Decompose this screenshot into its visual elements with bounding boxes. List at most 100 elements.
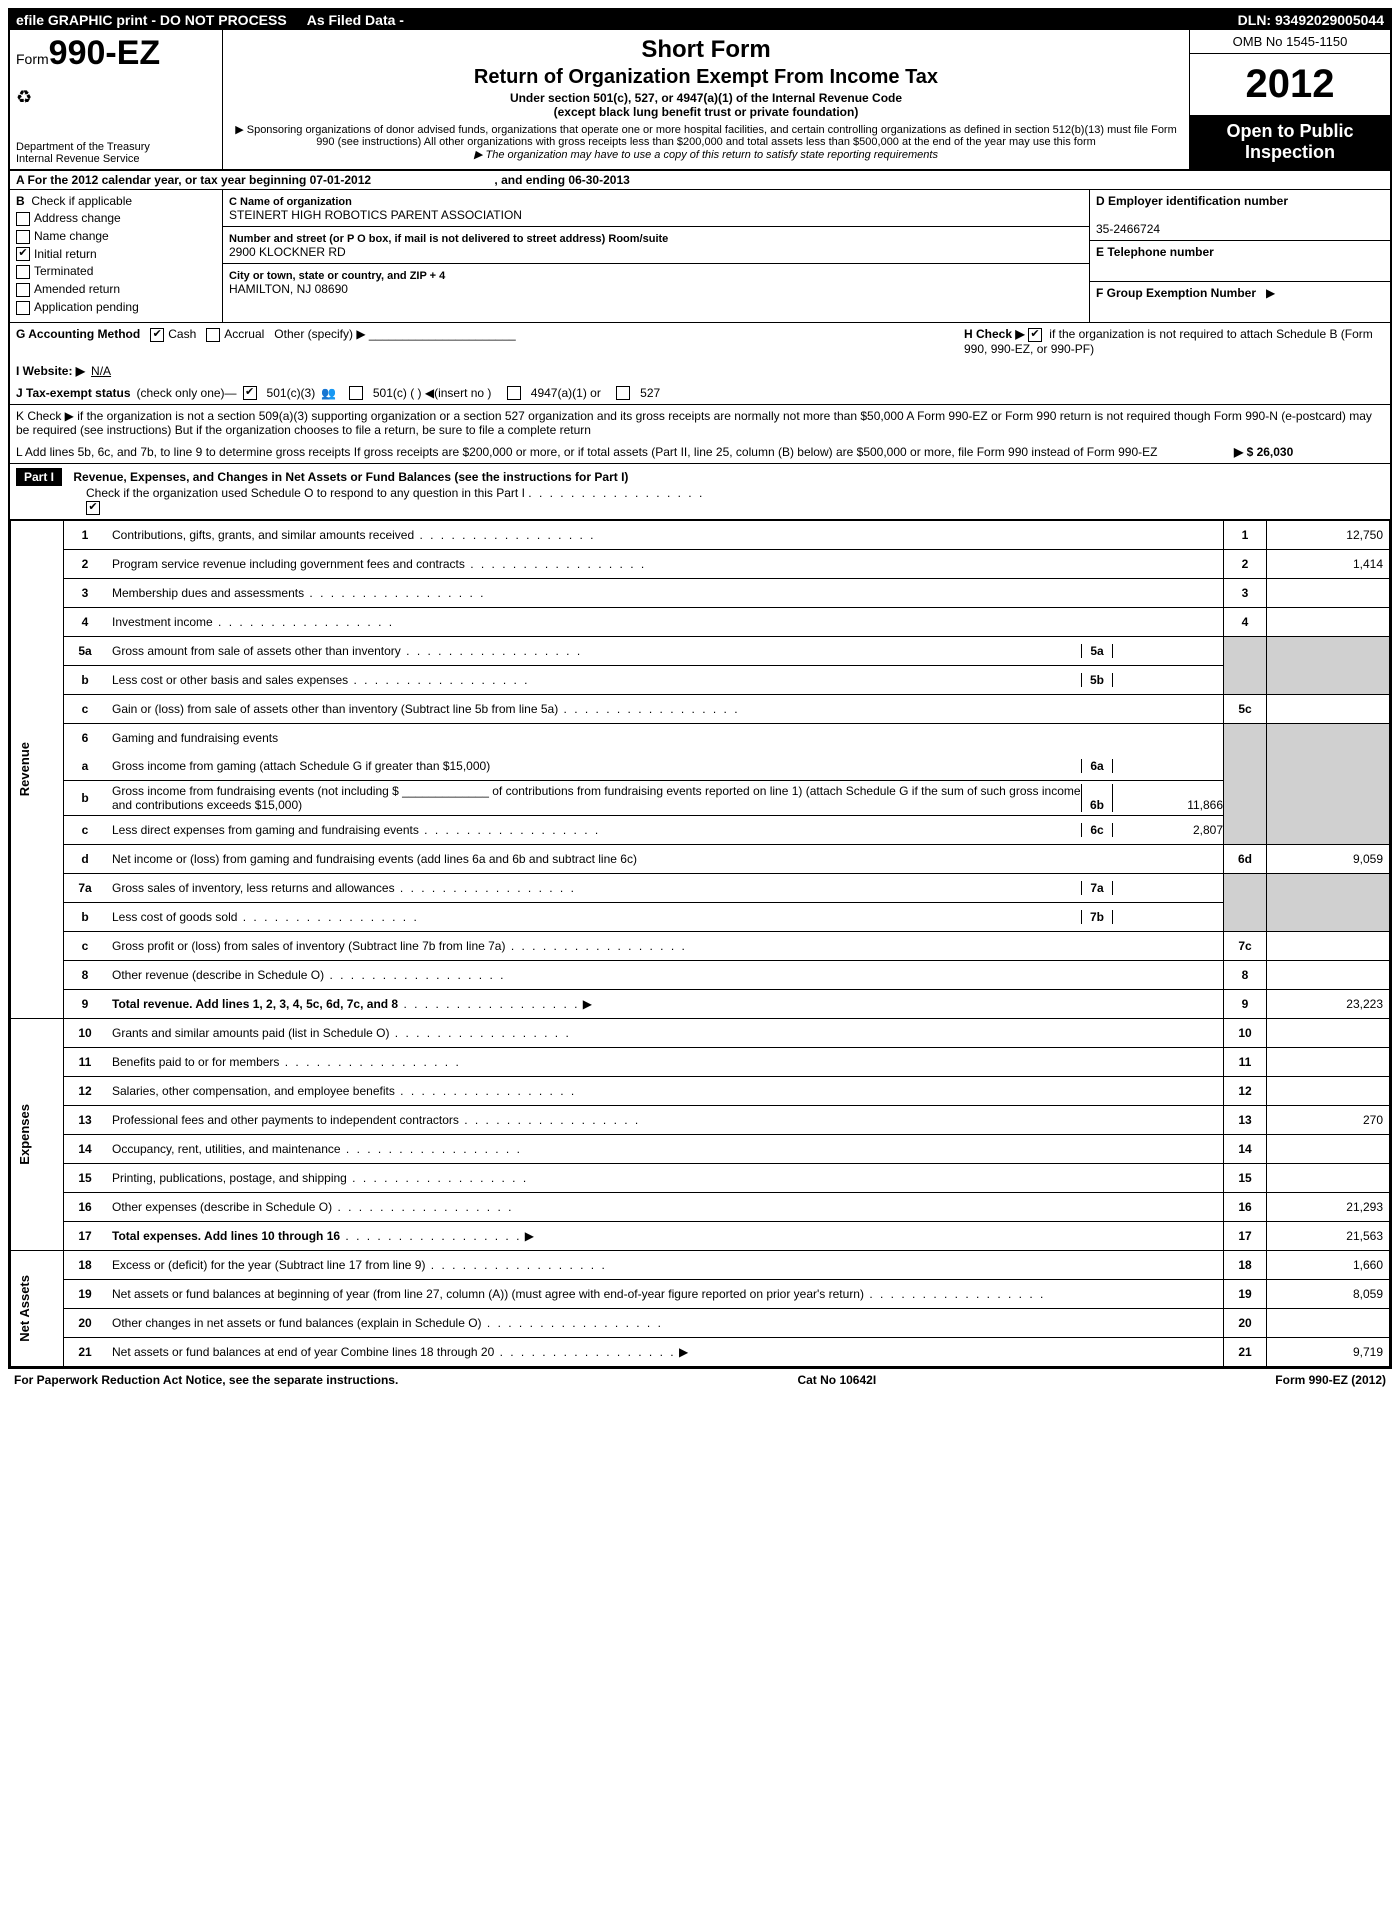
lnr-13: 13 — [1224, 1105, 1267, 1134]
part-i-header: Part I Revenue, Expenses, and Changes in… — [10, 464, 1390, 520]
desc-20: Other changes in net assets or fund bala… — [106, 1308, 1224, 1337]
chk-terminated[interactable] — [16, 265, 30, 279]
lnr-16: 16 — [1224, 1192, 1267, 1221]
chk-name-change[interactable] — [16, 230, 30, 244]
chk-schedule-o[interactable]: ✔ — [86, 501, 100, 515]
lnr-21: 21 — [1224, 1337, 1267, 1366]
ln-7c: c — [64, 931, 107, 960]
chk-pending[interactable] — [16, 301, 30, 315]
cell-street: Number and street (or P O box, if mail i… — [223, 227, 1089, 264]
side-netassets: Net Assets — [11, 1250, 64, 1366]
ln-6d: d — [64, 844, 107, 873]
lnr-5b: 5b — [1081, 673, 1112, 687]
chk-address-change[interactable] — [16, 212, 30, 226]
desc-5b: Less cost or other basis and sales expen… — [106, 665, 1224, 694]
lnr-5a: 5a — [1081, 644, 1112, 658]
lnr-6a: 6a — [1081, 759, 1112, 773]
group-exemption-label: F Group Exemption Number — [1096, 286, 1256, 300]
desc-6d: Net income or (loss) from gaming and fun… — [106, 844, 1224, 873]
row-a-end: , and ending 06-30-2013 — [494, 173, 629, 187]
lbl-pending: Application pending — [34, 300, 139, 314]
lbl-initial-return: Initial return — [34, 247, 97, 261]
lnr-5c: 5c — [1224, 694, 1267, 723]
ln-17: 17 — [64, 1221, 107, 1250]
chk-accrual[interactable] — [206, 328, 220, 342]
lnr-11: 11 — [1224, 1047, 1267, 1076]
lnr-14: 14 — [1224, 1134, 1267, 1163]
header-right: OMB No 1545-1150 2012 Open to Public Ins… — [1189, 30, 1390, 169]
amt-7a — [1112, 881, 1223, 895]
street-label: Number and street (or P O box, if mail i… — [229, 233, 668, 245]
chk-527[interactable] — [616, 386, 630, 400]
tax-year: 2012 — [1190, 54, 1390, 115]
side-expenses-label: Expenses — [17, 1104, 32, 1165]
amt-21: 9,719 — [1267, 1337, 1390, 1366]
lnr-1: 1 — [1224, 520, 1267, 549]
chk-schedule-b[interactable]: ✔ — [1028, 328, 1042, 342]
ln-5b: b — [64, 665, 107, 694]
ln-9: 9 — [64, 989, 107, 1018]
desc-17: Total expenses. Add lines 10 through 16 … — [106, 1221, 1224, 1250]
lnr-19: 19 — [1224, 1279, 1267, 1308]
form-number-big: 990-EZ — [49, 34, 161, 72]
amt-8 — [1267, 960, 1390, 989]
lnr-6b: 6b — [1081, 784, 1112, 812]
footer-mid: Cat No 10642I — [797, 1373, 876, 1387]
dept-irs: Internal Revenue Service — [16, 153, 216, 165]
amt-14 — [1267, 1134, 1390, 1163]
ln-6c: c — [64, 815, 107, 844]
page-footer: For Paperwork Reduction Act Notice, see … — [8, 1369, 1392, 1391]
h-label: H Check ▶ — [964, 327, 1025, 341]
chk-cash[interactable]: ✔ — [150, 328, 164, 342]
desc-5c: Gain or (loss) from sale of assets other… — [106, 694, 1224, 723]
lbl-amended: Amended return — [34, 282, 120, 296]
subtitle-except: (except black lung benefit trust or priv… — [233, 105, 1179, 119]
ln-4: 4 — [64, 607, 107, 636]
amt-6b: 11,866 — [1112, 784, 1223, 812]
amt-5b — [1112, 673, 1223, 687]
side-revenue-label: Revenue — [17, 742, 32, 796]
chk-501c[interactable] — [349, 386, 363, 400]
ln-15: 15 — [64, 1163, 107, 1192]
shade-6 — [1224, 723, 1267, 844]
phone-label: E Telephone number — [1096, 245, 1214, 259]
chk-amended[interactable] — [16, 283, 30, 297]
lbl-cash: Cash — [168, 327, 196, 341]
col-b-checkboxes: B Check if applicable Address change Nam… — [10, 190, 223, 322]
recycle-icon: ♻ — [16, 87, 216, 108]
col-c-org-info: C Name of organization STEINERT HIGH ROB… — [223, 190, 1090, 322]
j-suffix: (check only one)— — [137, 386, 237, 400]
amt-3 — [1267, 578, 1390, 607]
lnr-9: 9 — [1224, 989, 1267, 1018]
desc-7a: Gross sales of inventory, less returns a… — [106, 873, 1224, 902]
lnr-3: 3 — [1224, 578, 1267, 607]
l-text: L Add lines 5b, 6c, and 7b, to line 9 to… — [16, 445, 1228, 459]
ln-6a: a — [64, 752, 107, 781]
desc-14: Occupancy, rent, utilities, and maintena… — [106, 1134, 1224, 1163]
h-suffix: if the organization is not required to a… — [964, 327, 1373, 356]
lbl-other: Other (specify) ▶ — [274, 327, 365, 341]
amt-7b — [1112, 910, 1223, 924]
desc-15: Printing, publications, postage, and shi… — [106, 1163, 1224, 1192]
chk-4947[interactable] — [507, 386, 521, 400]
lbl-accrual: Accrual — [224, 327, 264, 341]
ln-10: 10 — [64, 1018, 107, 1047]
form-prefix: Form — [16, 51, 49, 67]
website-value: N/A — [91, 364, 111, 378]
row-g-h: G Accounting Method ✔Cash Accrual Other … — [10, 323, 1390, 360]
ln-20: 20 — [64, 1308, 107, 1337]
ln-6b: b — [64, 780, 107, 815]
org-name-value: STEINERT HIGH ROBOTICS PARENT ASSOCIATIO… — [229, 208, 522, 222]
dept-treasury: Department of the Treasury — [16, 141, 216, 153]
amt-13: 270 — [1267, 1105, 1390, 1134]
lbl-name-change: Name change — [34, 229, 109, 243]
row-k: K Check ▶ if the organization is not a s… — [10, 405, 1390, 441]
col-b-label: B — [16, 194, 25, 208]
ln-21: 21 — [64, 1337, 107, 1366]
amt-6d: 9,059 — [1267, 844, 1390, 873]
lnr-18: 18 — [1224, 1250, 1267, 1279]
chk-initial-return[interactable]: ✔ — [16, 247, 30, 261]
chk-501c3[interactable]: ✔ — [243, 386, 257, 400]
org-name-label: C Name of organization — [229, 196, 352, 208]
desc-16: Other expenses (describe in Schedule O) — [106, 1192, 1224, 1221]
